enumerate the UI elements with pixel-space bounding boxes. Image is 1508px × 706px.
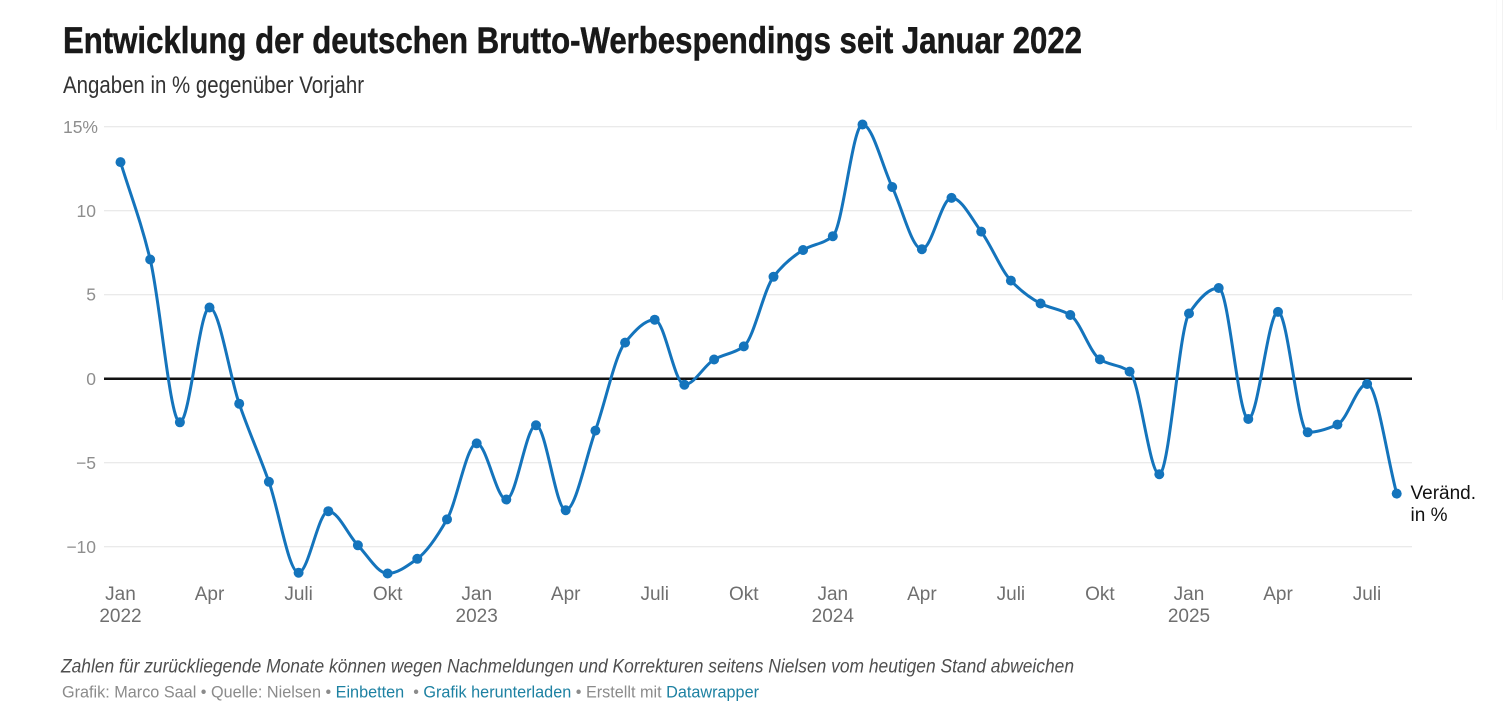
svg-text:Apr: Apr [195,584,225,605]
svg-text:Apr: Apr [551,584,581,605]
svg-text:−10: −10 [66,537,96,557]
svg-text:Entwicklung der deutschen Brut: Entwicklung der deutschen Brutto-Werbesp… [63,20,1082,61]
svg-text:Veränd.: Veränd. [1411,483,1477,504]
svg-text:15%: 15% [63,117,98,137]
svg-text:0: 0 [86,369,96,389]
svg-text:2024: 2024 [812,606,855,627]
svg-text:2022: 2022 [99,606,141,627]
svg-text:Jan: Jan [817,584,848,605]
svg-text:Apr: Apr [1263,584,1293,605]
svg-text:−5: −5 [76,453,96,473]
svg-text:5: 5 [86,285,96,305]
svg-text:Jan: Jan [1174,584,1205,605]
svg-text:Apr: Apr [907,584,937,605]
svg-text:Grafik: Marco Saal • Quelle: N: Grafik: Marco Saal • Quelle: Nielsen • E… [62,683,759,702]
svg-text:10: 10 [77,201,97,221]
svg-text:2023: 2023 [456,606,498,627]
svg-text:Zahlen für zurückliegende Mona: Zahlen für zurückliegende Monate können … [60,657,1074,678]
svg-text:Juli: Juli [997,584,1026,605]
svg-text:Jan: Jan [461,584,492,605]
svg-text:in %: in % [1411,505,1448,526]
svg-text:2025: 2025 [1168,606,1210,627]
svg-text:Okt: Okt [373,584,403,605]
svg-text:Juli: Juli [284,584,313,605]
svg-text:Jan: Jan [105,584,136,605]
svg-text:Angaben in % gegenüber Vorjahr: Angaben in % gegenüber Vorjahr [63,72,364,99]
svg-text:Juli: Juli [1353,584,1382,605]
svg-text:Okt: Okt [729,584,759,605]
svg-text:Okt: Okt [1085,584,1115,605]
svg-text:Juli: Juli [640,584,669,605]
